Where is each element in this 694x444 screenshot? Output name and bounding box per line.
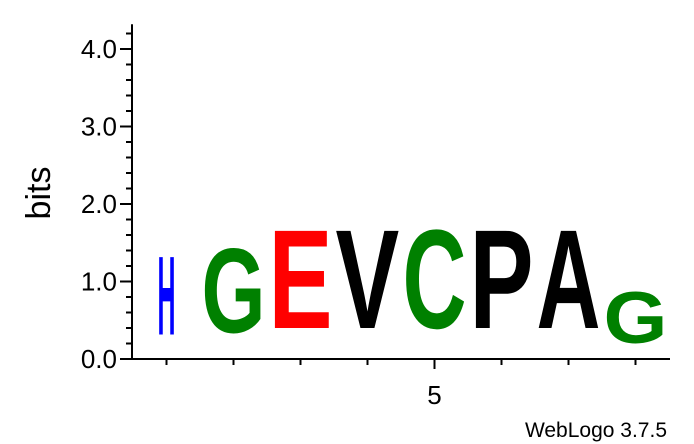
- y-tick-label: 0.0: [81, 344, 117, 374]
- axes: 0.0 1.0 2.0 3.0 4.0 5: [81, 24, 670, 410]
- y-tick-label: 2.0: [81, 189, 117, 219]
- logo-letter-h: H: [158, 234, 176, 360]
- logo-letter-g: G: [604, 276, 668, 359]
- y-axis-title: bits: [20, 167, 58, 220]
- logo-letter-c: C: [403, 200, 467, 358]
- logo-letter-a: A: [537, 200, 601, 358]
- y-tick-label: 3.0: [81, 112, 117, 142]
- y-tick-label: 1.0: [81, 267, 117, 297]
- logo-letter-p: P: [470, 200, 534, 358]
- logo-letter-g: G: [202, 222, 266, 358]
- x-tick-label: 5: [427, 380, 441, 410]
- logo-letter-v: V: [336, 200, 400, 358]
- y-tick-label: 4.0: [81, 34, 117, 64]
- logo-letter-e: E: [269, 200, 333, 358]
- weblogo-credit: WebLogo 3.7.5: [525, 419, 667, 442]
